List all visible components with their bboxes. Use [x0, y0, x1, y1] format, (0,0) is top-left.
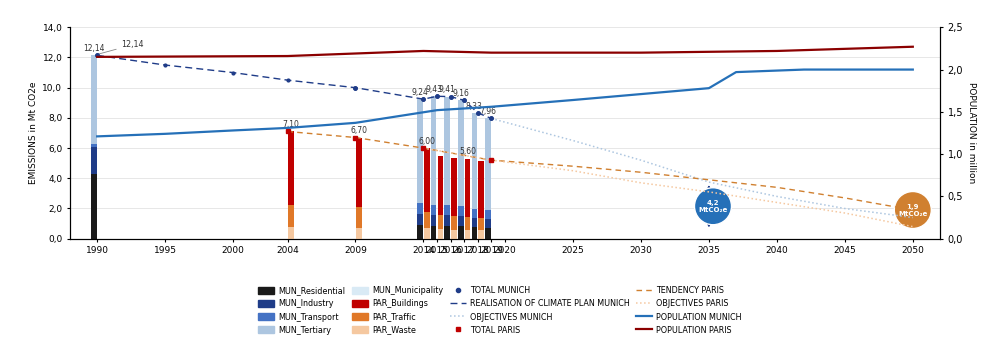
Bar [485, 210, 491, 219]
Bar [472, 227, 477, 239]
Text: 1,9
MtCO₂e: 1,9 MtCO₂e [898, 204, 928, 217]
Bar [91, 174, 97, 239]
Bar [478, 161, 484, 218]
Text: 9,16: 9,16 [452, 89, 469, 98]
Bar [465, 230, 470, 239]
Bar [424, 148, 430, 212]
Legend: MUN_Residential, MUN_Industry, MUN_Transport, MUN_Tertiary, MUN_Municipality, PA: MUN_Residential, MUN_Industry, MUN_Trans… [256, 284, 744, 337]
Bar [458, 100, 464, 206]
Bar [91, 55, 97, 144]
Bar [356, 137, 362, 207]
Bar [451, 216, 457, 229]
Bar [431, 226, 436, 239]
Bar [438, 229, 443, 239]
Bar [472, 209, 477, 218]
Bar [444, 205, 450, 215]
Bar [444, 215, 450, 226]
Bar [444, 226, 450, 239]
Bar [485, 228, 491, 239]
Text: 4,2
MtCO₂e: 4,2 MtCO₂e [698, 200, 728, 213]
Y-axis label: POPULATION in million: POPULATION in million [967, 83, 976, 183]
Text: 5,60: 5,60 [459, 147, 476, 157]
Bar [458, 226, 464, 239]
Bar [451, 158, 457, 216]
Text: 9,43: 9,43 [425, 85, 442, 94]
Bar [472, 113, 477, 209]
Text: 6,70: 6,70 [350, 126, 367, 135]
Bar [485, 118, 491, 210]
Bar [444, 97, 450, 205]
Bar [424, 228, 430, 239]
Bar [465, 159, 470, 217]
Text: 7,10: 7,10 [282, 120, 299, 129]
Bar [458, 206, 464, 216]
Bar [288, 132, 294, 205]
Text: 12,14: 12,14 [96, 40, 144, 55]
Bar [91, 147, 97, 174]
Bar [417, 225, 423, 239]
Bar [288, 227, 294, 239]
Bar [478, 231, 484, 239]
Bar [288, 205, 294, 227]
Text: 9,41: 9,41 [439, 85, 456, 94]
Bar [417, 99, 423, 203]
Bar [417, 203, 423, 214]
Bar [91, 144, 97, 147]
Bar [465, 217, 470, 230]
Bar [431, 96, 436, 205]
Y-axis label: EMISSIONS in Mt CO2e: EMISSIONS in Mt CO2e [29, 82, 38, 184]
Text: 9,24: 9,24 [412, 88, 428, 97]
Bar [417, 214, 423, 225]
Text: 12,14: 12,14 [83, 44, 105, 53]
Text: 7,96: 7,96 [480, 107, 497, 116]
Bar [356, 207, 362, 228]
Bar [451, 229, 457, 239]
Bar [438, 157, 443, 214]
Bar [424, 212, 430, 228]
Bar [472, 218, 477, 227]
Text: 6,00: 6,00 [418, 137, 435, 146]
Text: 8,33: 8,33 [466, 102, 483, 110]
Bar [458, 216, 464, 226]
Bar [485, 219, 491, 228]
Bar [431, 205, 436, 215]
Bar [356, 228, 362, 239]
Bar [438, 214, 443, 229]
Bar [478, 218, 484, 231]
Bar [431, 215, 436, 226]
